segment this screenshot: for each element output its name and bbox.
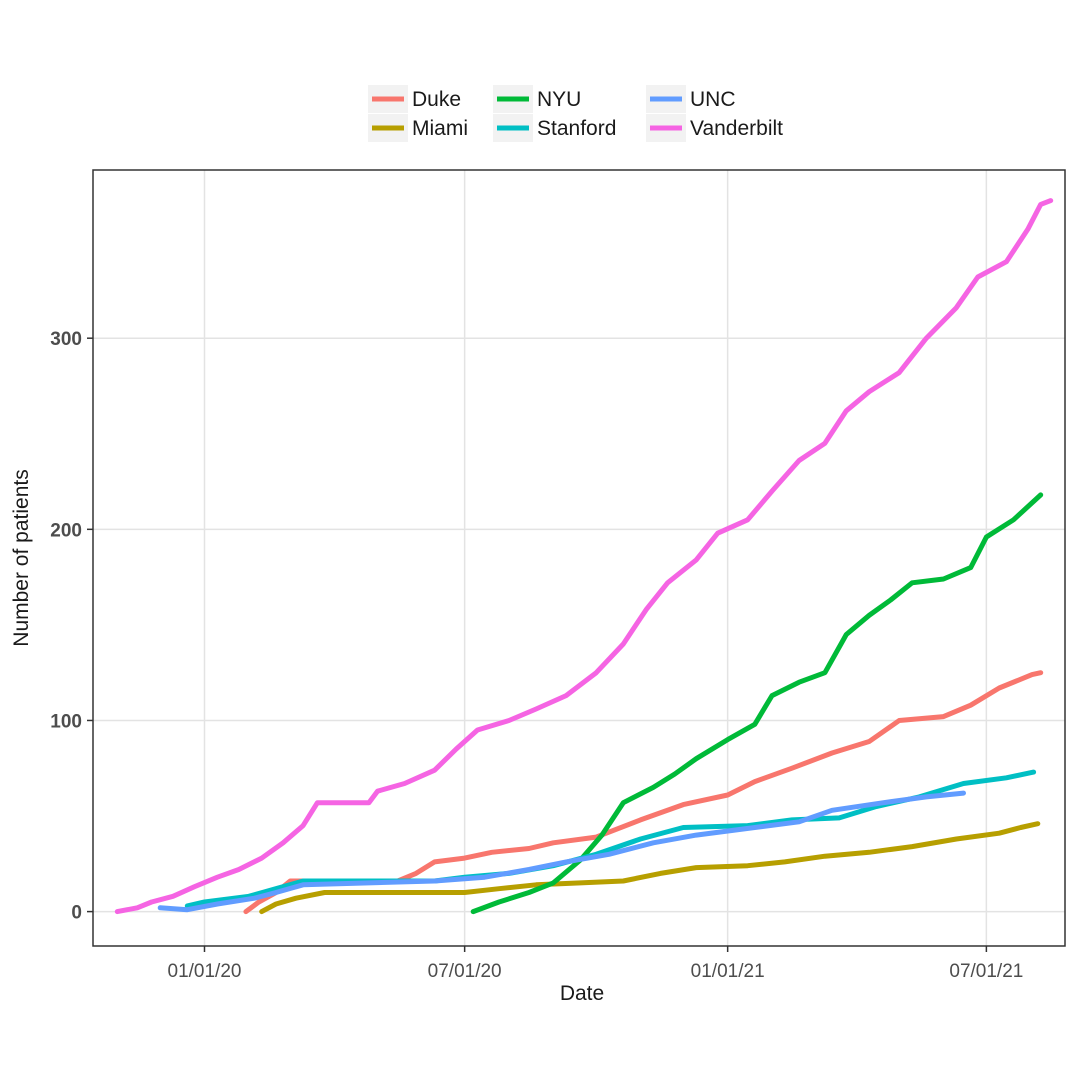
legend-label-nyu: NYU (537, 88, 581, 111)
y-tick-label: 300 (50, 329, 82, 350)
y-tick-label: 0 (71, 903, 82, 924)
legend-label-vanderbilt: Vanderbilt (690, 117, 783, 140)
x-tick-label: 01/01/20 (168, 961, 242, 982)
series-line-miami (259, 821, 1041, 915)
x-tick-label: 07/01/20 (428, 961, 502, 982)
plot-border (92, 169, 1066, 947)
series-line-nyu (470, 492, 1044, 915)
x-axis-title: Date (560, 982, 604, 1005)
legend-label-miami: Miami (412, 117, 468, 140)
series-line-unc (157, 790, 966, 913)
y-axis: 0 100 200 300 (50, 329, 93, 924)
legend-label-unc: UNC (690, 88, 736, 111)
plot-panel (93, 170, 1065, 946)
series-lines (114, 198, 1054, 915)
y-axis-title: Number of patients (10, 469, 33, 646)
x-axis: 01/01/20 07/01/20 01/01/21 07/01/21 (168, 946, 1023, 982)
series-line-vanderbilt (114, 198, 1054, 915)
y-tick-label: 100 (50, 711, 82, 732)
x-tick-label: 01/01/21 (691, 961, 765, 982)
x-tick-label: 07/01/21 (949, 961, 1023, 982)
legend-label-duke: Duke (412, 88, 461, 111)
legend: Duke Miami NYU Stanford UNC Vanderbilt (368, 85, 783, 142)
legend-label-stanford: Stanford (537, 117, 616, 140)
y-tick-label: 200 (50, 520, 82, 541)
